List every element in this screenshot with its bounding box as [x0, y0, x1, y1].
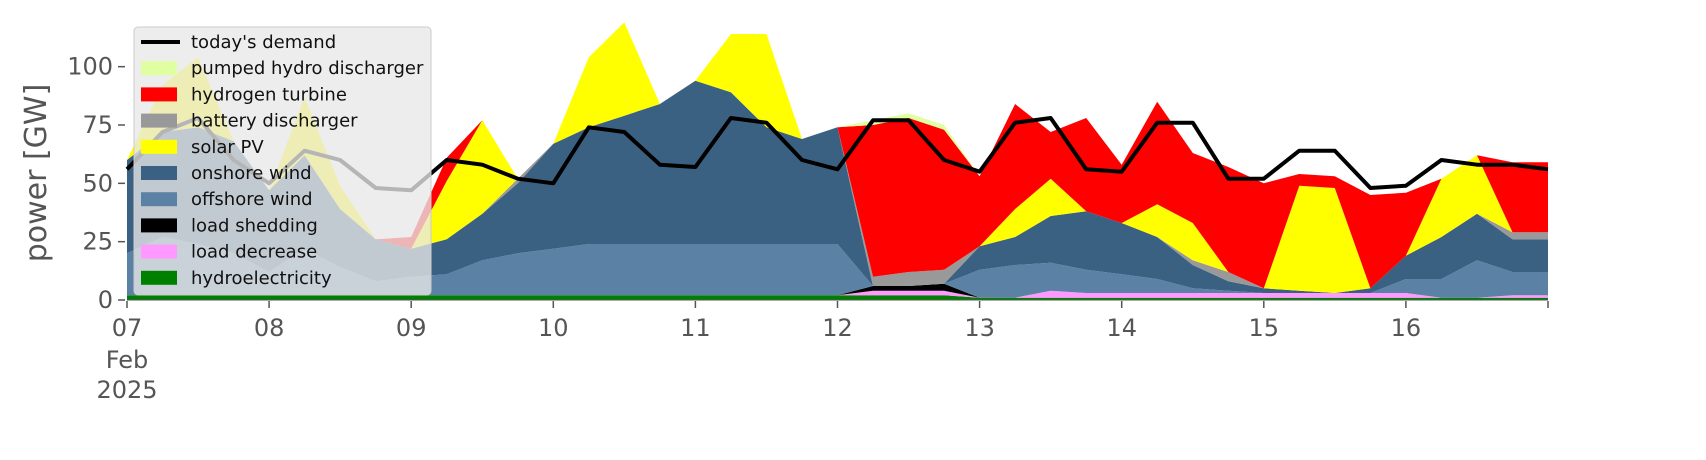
legend-swatch-hydrogen-turbine — [141, 87, 177, 102]
legend-swatch-solar-pv — [141, 139, 177, 154]
legend-swatch-pumped-hydro-discharger — [141, 61, 177, 76]
stacked-areas — [127, 22, 1548, 300]
legend-label-load-shedding: load shedding — [191, 215, 318, 236]
x-tick-label: 13 — [964, 314, 995, 342]
legend-label-offshore-wind: offshore wind — [191, 189, 313, 210]
legend-label-hydrogen-turbine: hydrogen turbine — [191, 84, 347, 105]
legend-label-hydroelectricity: hydroelectricity — [191, 268, 332, 289]
y-tick-label: 100 — [67, 53, 113, 81]
legend-swatch-offshore-wind — [141, 192, 177, 207]
x-tick-label: 16 — [1391, 314, 1422, 342]
x-tick-label: 12 — [822, 314, 853, 342]
y-tick-label: 25 — [82, 228, 113, 256]
x-tick-label: 11 — [680, 314, 711, 342]
area-solar-pv — [127, 22, 1548, 294]
legend-label-battery-discharger: battery discharger — [191, 111, 358, 132]
legend-swatch-battery-discharger — [141, 113, 177, 128]
legend-swatch-load-shedding — [141, 218, 177, 233]
area-hydroelectricity — [127, 295, 1548, 300]
x-tick-label: 08 — [254, 314, 285, 342]
legend-box — [133, 26, 432, 296]
legend: today's demand pumped hydro discharger hyd… — [133, 26, 432, 296]
legend-swatch-onshore-wind — [141, 166, 177, 180]
area-load-decrease — [127, 290, 1548, 298]
legend-swatch-hydroelectricity — [141, 270, 177, 285]
y-tick-label: 0 — [98, 286, 113, 314]
area-hydrogen-turbine — [127, 22, 1548, 289]
legend-swatch-load-decrease — [141, 244, 177, 259]
legend-label-pumped-hydro-discharger: pumped hydro discharger — [191, 58, 424, 79]
x-tick-label: 15 — [1249, 314, 1280, 342]
area-onshore-wind — [127, 80, 1548, 293]
y-tick-label: 50 — [82, 169, 113, 197]
y-axis-title: power [GW] — [19, 84, 54, 263]
area-offshore-wind — [127, 237, 1548, 298]
x-tick-label: 07 — [112, 314, 143, 342]
legend-label-today-s-demand: today's demand — [191, 32, 336, 53]
legend-label-load-decrease: load decrease — [191, 242, 317, 263]
x-tick-sublabel: Feb — [106, 346, 149, 374]
x-tick-label: 10 — [538, 314, 569, 342]
x-tick-label: 09 — [396, 314, 427, 342]
legend-label-onshore-wind: onshore wind — [191, 163, 312, 184]
x-tick-sublabel: 2025 — [96, 376, 157, 404]
y-tick-label: 75 — [82, 111, 113, 139]
x-tick-label: 14 — [1106, 314, 1137, 342]
legend-label-solar-pv: solar PV — [191, 137, 264, 158]
